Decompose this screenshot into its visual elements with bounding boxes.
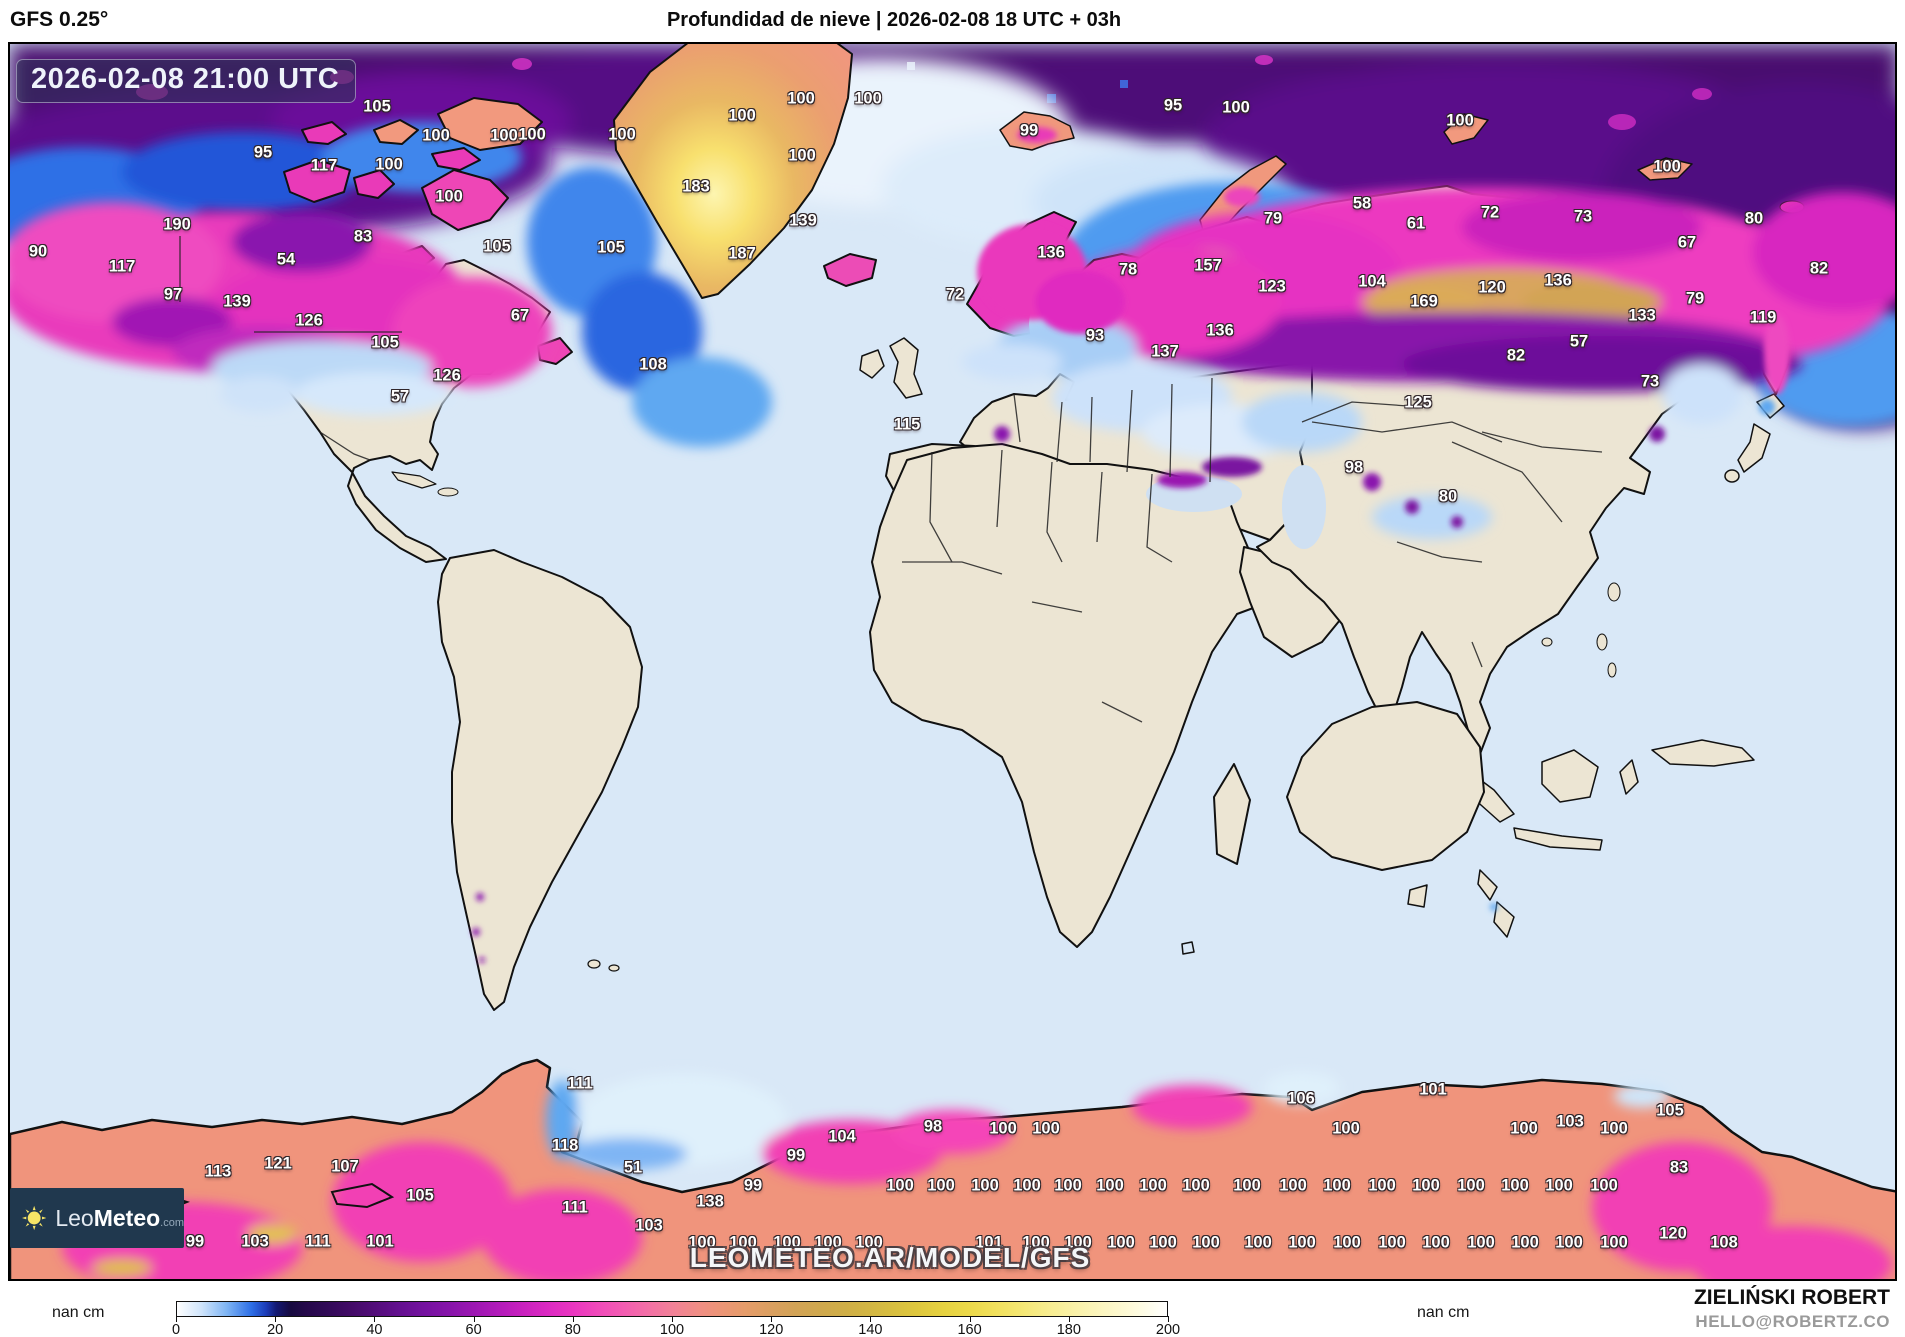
colorbar [176,1301,1168,1317]
colorbar-tick-label: 160 [957,1322,982,1337]
leometeo-logo: LeoMeteo.com [10,1188,184,1248]
logo-name-light: Leo [55,1204,94,1231]
colorbar-tick-label: 80 [564,1322,581,1337]
country-borders [179,236,1603,723]
credit-contact: HELLO@ROBERTZ.CO [1695,1312,1890,1331]
legend-unit-right: nan cm [1417,1304,1470,1321]
colorbar-tick-label: 140 [858,1322,883,1337]
colorbar-tick-label: 60 [465,1322,482,1337]
colorbar-tick-label: 40 [366,1322,383,1337]
colorbar-tick-label: 120 [759,1322,784,1337]
colorbar-tick-label: 180 [1056,1322,1081,1337]
snow-cover-overlays [10,187,1895,539]
snow-cover-details [472,127,1790,963]
legend-unit-left: nan cm [52,1304,105,1321]
map-canvas [10,44,1895,1279]
sun-icon [22,1205,47,1231]
credit-author: ZIELIŃSKI ROBERT [1693,1286,1890,1309]
colorbar-tick-mark [1168,1316,1169,1322]
world-snow-depth-map: 2026-02-08 21:00 UTC [8,42,1897,1281]
logo-text: LeoMeteo.com [55,1205,184,1232]
colorbar-tick-label: 0 [171,1322,181,1337]
colorbar-tick-label: 20 [267,1322,284,1337]
colorbar-tick-label: 200 [1155,1322,1181,1337]
page-title: Profundidad de nieve | 2026-02-08 18 UTC… [666,9,1122,31]
colorbar-tick-label: 100 [659,1322,685,1337]
logo-suffix: .com [160,1216,184,1229]
timestamp-badge: 2026-02-08 21:00 UTC [16,59,357,103]
watermark: LEOMETEO.AR/MODEL/GFS [689,1242,1091,1273]
model-label: GFS 0.25° [10,8,109,31]
logo-name-bold: Meteo [93,1204,161,1231]
